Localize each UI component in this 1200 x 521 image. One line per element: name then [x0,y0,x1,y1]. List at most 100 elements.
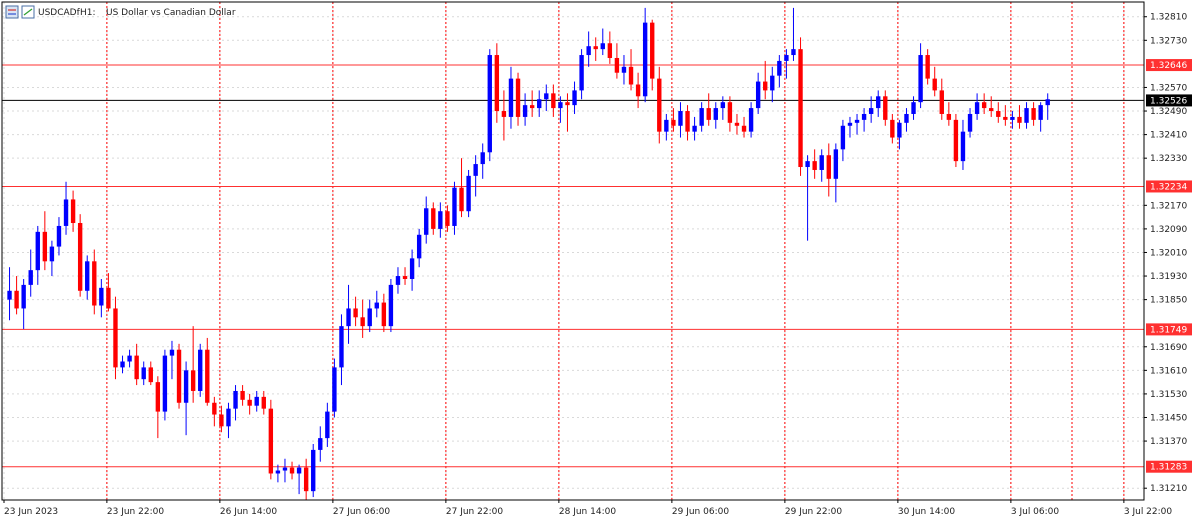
candle-bull [720,96,726,120]
candle-bear [946,102,952,126]
candle-body [480,152,485,165]
candle-body [311,449,316,492]
candle-body [268,408,274,474]
candle-body [925,55,930,79]
candle-bear [812,149,817,179]
candle-bull [325,402,330,447]
candle-body [727,102,733,123]
candle-body [134,355,139,380]
candle-body [805,161,810,168]
candle-bear [176,343,182,409]
candle-bull [473,155,478,197]
candle-bear [268,399,274,480]
candle-bull [233,385,238,421]
price-tick-label: 1.31930 [1150,272,1187,282]
candle-body [459,187,464,212]
candle-body [890,119,895,138]
price-axis: 1.32810 1.32730 1.32570 1.32490 1.32410 1.323… [1144,13,1192,494]
candle-bear [42,211,48,271]
candle-bull [840,119,846,162]
candle-bear [148,361,153,386]
candle-bear [671,108,676,132]
candle-bull [918,43,923,109]
candle-bear [261,390,266,415]
candle-bull [438,202,443,238]
candle-bull [367,299,372,333]
candle-body [424,208,429,235]
candle-bull [558,96,563,123]
candle-body [911,102,916,114]
candle-bear [628,49,634,91]
candle-bull [282,458,288,483]
candle-bear [1003,105,1008,126]
candle-body [671,119,676,126]
candle-body [508,78,514,117]
time-tick-label: 30 Jun 14:00 [898,507,955,517]
candle-bull [99,278,104,318]
candle-bear [92,249,97,315]
candle-body [318,438,323,450]
candle-body [275,470,281,474]
candle-bull [120,355,125,374]
candle-body [607,43,613,58]
level-price-badge: 1.32646 [1146,59,1192,72]
time-tick-label: 3 Jul 06:00 [1011,507,1060,517]
candle-bear [727,96,733,132]
candle-body [21,284,26,309]
price-tick-label: 1.31370 [1150,437,1187,447]
candle-bull [374,290,379,318]
price-tick-label: 1.32170 [1150,201,1187,211]
candle-body [494,55,500,112]
candle-bear [190,326,196,403]
price-tick-label: 1.32090 [1150,225,1187,235]
candle-body [1031,108,1036,120]
candle-body [953,119,959,162]
candle-bull [1010,111,1015,129]
level-price-badge: 1.31283 [1146,460,1192,473]
candle-bear [303,458,309,500]
candle-bear [798,37,803,176]
candle-bear [247,393,252,415]
candle-body [544,93,549,100]
candle-bull [600,28,605,56]
candle-body [289,467,295,474]
candle-body [367,308,372,327]
candle-body [981,102,987,109]
candle-bull [819,149,824,182]
candle-bear [240,385,245,406]
candle-bull [854,113,860,135]
candle-bear [996,102,1001,123]
candle-bull [162,349,168,421]
candle-body [70,199,76,224]
time-axis: 23 Jun 2023 23 Jun 22:00 26 Jun 14:00 27 Ju… [3,500,1172,517]
candle-bear [741,116,747,138]
candle-bear [763,60,768,100]
candle-bull [544,84,549,112]
candle-body [678,111,683,126]
price-tick-label: 1.32410 [1150,131,1187,141]
candle-bull [226,402,231,439]
candle-body [579,55,584,91]
candle-body [247,399,252,406]
candle-body [734,122,740,126]
candle-body [113,308,118,368]
candle-bear [932,66,937,97]
candle-body [296,467,302,474]
candle-body [1038,105,1043,120]
candle-bear [402,267,408,285]
candle-bull [49,240,55,277]
candle-body [92,261,97,306]
candle-body [642,22,648,97]
candle-body [763,81,768,91]
candle-body [254,396,259,406]
candle-bear [431,202,436,235]
candle-bull [974,93,980,120]
price-tick-label: 1.31690 [1150,343,1187,353]
candle-body [1010,116,1015,120]
candle-bull [28,249,33,297]
candle-body [212,402,217,415]
time-tick-label: 28 Jun 14:00 [559,507,616,517]
price-tick-label: 1.32490 [1150,107,1187,117]
